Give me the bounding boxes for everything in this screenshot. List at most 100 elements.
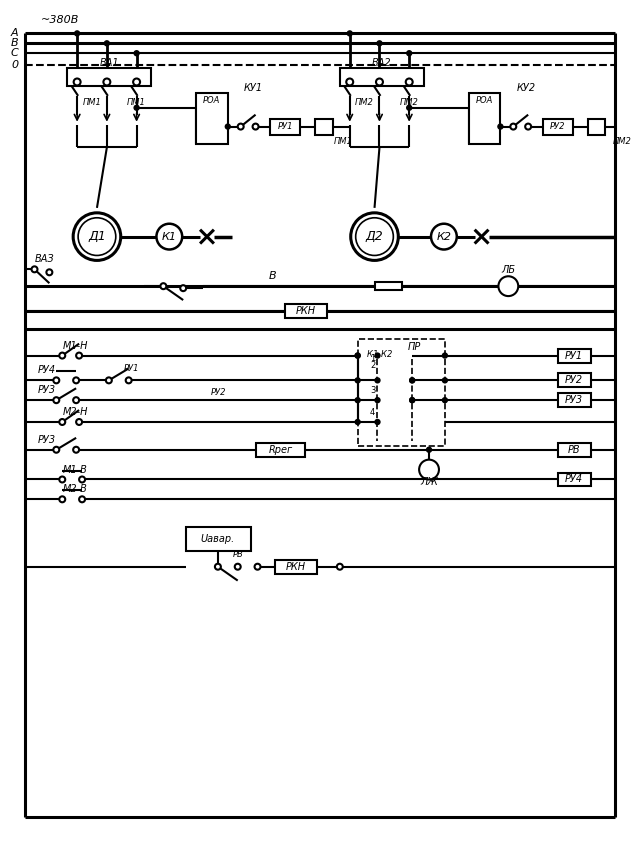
Text: ЛБ: ЛБ [501,265,516,275]
Circle shape [31,267,38,272]
Circle shape [75,31,80,36]
Circle shape [410,398,415,403]
Circle shape [78,218,115,256]
Bar [558,373,591,388]
Text: ПР: ПР [408,341,421,352]
Circle shape [215,563,221,569]
Circle shape [133,78,140,86]
Circle shape [355,353,360,358]
Circle shape [47,269,52,275]
Circle shape [73,397,79,403]
Bar [340,68,424,86]
Circle shape [255,563,260,569]
Text: 3: 3 [370,386,375,394]
Circle shape [76,419,82,425]
Text: РВ: РВ [568,445,581,455]
Text: КУ1: КУ1 [244,83,263,93]
Text: C: C [11,48,19,58]
Bar [558,443,591,457]
Circle shape [134,50,139,56]
Circle shape [156,224,182,250]
Bar [358,339,445,446]
Bar [588,119,605,135]
Bar [271,119,300,135]
Text: B: B [11,39,19,48]
Text: В: В [269,272,276,281]
Circle shape [337,563,343,569]
Bar [469,93,500,145]
Bar [276,560,317,574]
Circle shape [180,285,186,291]
Circle shape [355,353,360,358]
Text: BA2: BA2 [372,58,392,68]
Circle shape [410,378,415,383]
Text: ПМ2: ПМ2 [613,137,632,146]
Text: 4: 4 [370,408,375,416]
Text: Д2: Д2 [366,230,383,243]
Bar [186,527,251,551]
Circle shape [103,78,110,86]
Text: ПМ1: ПМ1 [333,137,352,146]
Circle shape [355,420,360,425]
Text: РУ1: РУ1 [565,351,583,361]
Circle shape [419,460,439,479]
Text: A: A [11,29,19,39]
Circle shape [73,378,79,383]
Bar [67,68,151,86]
Circle shape [59,496,65,502]
Circle shape [375,353,380,358]
Text: ВАЗ: ВАЗ [34,255,54,264]
Circle shape [79,496,85,502]
Circle shape [225,124,230,129]
Circle shape [76,352,82,358]
Circle shape [525,124,531,130]
Text: РКН: РКН [286,562,306,572]
Circle shape [427,447,431,452]
Circle shape [410,378,415,383]
Circle shape [375,378,380,383]
Bar [196,93,228,145]
Text: РВ: РВ [232,550,243,559]
Text: РКН: РКН [296,306,316,316]
Circle shape [498,276,518,296]
Bar [285,304,327,318]
Text: ЛЖ: ЛЖ [420,478,438,488]
Text: ПМ2: ПМ2 [400,98,419,108]
Text: ПМ2: ПМ2 [355,98,374,108]
Text: Д1: Д1 [88,230,106,243]
Text: РУ2: РУ2 [211,388,226,397]
Text: М1-В: М1-В [63,464,87,474]
Circle shape [347,31,352,36]
Text: РУ2: РУ2 [565,375,583,385]
Circle shape [54,447,59,452]
Circle shape [355,378,360,383]
Circle shape [54,378,59,383]
Text: ~380В: ~380В [40,14,79,24]
Circle shape [235,563,241,569]
Circle shape [375,420,380,425]
Circle shape [407,105,412,110]
Circle shape [407,50,412,56]
Text: К1: К1 [162,231,177,241]
Circle shape [351,213,398,261]
Text: 2: 2 [370,361,375,370]
Circle shape [59,477,65,483]
Text: М2-Н: М2-Н [63,407,88,417]
Circle shape [355,218,394,256]
Circle shape [442,378,447,383]
Circle shape [498,124,503,129]
Text: РУ1: РУ1 [278,122,293,131]
Bar [543,119,573,135]
Bar [558,349,591,362]
Text: К2: К2 [436,231,452,241]
Text: 0: 0 [11,60,19,70]
Text: РОА: РОА [476,97,493,105]
Text: РУ3: РУ3 [38,435,56,445]
Text: ПМ1: ПМ1 [127,98,146,108]
Circle shape [510,124,516,130]
Text: РУ1: РУ1 [124,364,139,373]
Text: ПМ1: ПМ1 [82,98,101,108]
Bar [558,394,591,407]
Circle shape [54,397,59,403]
Circle shape [105,41,109,45]
